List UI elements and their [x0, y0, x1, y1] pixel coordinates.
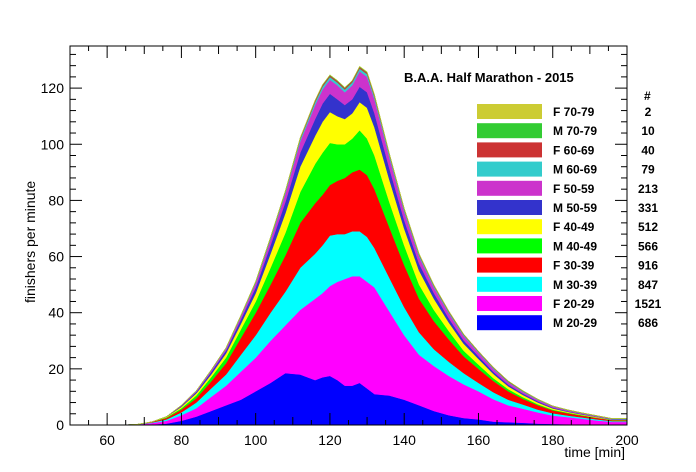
y-axis-label: finishers per minute — [22, 181, 38, 303]
legend-entry: F 40-49 512 — [477, 219, 658, 235]
legend-entry: M 50-59 331 — [477, 200, 658, 215]
x-tick-label: 200 — [615, 432, 639, 448]
y-tick-label: 60 — [48, 249, 64, 265]
legend-entry: F 20-29 1521 — [477, 296, 662, 311]
y-axis: 0 20 40 60 80 100 120 — [41, 53, 627, 433]
x-tick-label: 100 — [244, 432, 268, 448]
legend-entry: M 20-29 686 — [477, 315, 658, 331]
legend-count: 40 — [641, 143, 655, 157]
x-tick-label: 140 — [393, 432, 417, 448]
x-tick-label: 160 — [467, 432, 491, 448]
legend-label: M 20-29 — [553, 316, 597, 330]
x-axis-label: time [min] — [564, 444, 625, 460]
y-tick-label: 0 — [56, 417, 64, 433]
legend-swatch — [477, 276, 542, 292]
series-areas — [107, 65, 628, 426]
legend-entry: F 50-59 213 — [477, 180, 658, 196]
legend-count: 686 — [638, 316, 658, 330]
y-tick-label: 120 — [41, 80, 65, 96]
y-tick-label: 20 — [48, 361, 64, 377]
legend-swatch — [477, 238, 542, 254]
legend-swatch — [477, 123, 542, 139]
legend-count: 331 — [638, 201, 658, 215]
legend-swatch — [477, 257, 542, 273]
legend-swatch — [477, 142, 542, 158]
legend-entry: M 60-69 79 — [477, 161, 655, 177]
legend-label: M 70-79 — [553, 124, 597, 138]
legend-swatch — [477, 315, 542, 331]
chart-title: B.A.A. Half Marathon - 2015 — [404, 70, 574, 85]
legend-swatch — [477, 180, 542, 196]
legend-label: F 60-69 — [553, 143, 595, 157]
legend-label: F 50-59 — [553, 182, 595, 196]
legend-count: 10 — [641, 124, 655, 138]
x-tick-label: 180 — [541, 432, 565, 448]
legend-entry: F 70-79 2 — [477, 104, 652, 119]
legend-swatch — [477, 104, 542, 119]
legend-label: M 60-69 — [553, 163, 597, 177]
legend-label: M 40-49 — [553, 239, 597, 253]
x-tick-label: 80 — [174, 432, 190, 448]
legend-entry: M 40-49 566 — [477, 238, 658, 254]
legend-count: 847 — [638, 278, 658, 292]
legend-entry: F 60-69 40 — [477, 142, 655, 158]
x-tick-label: 60 — [99, 432, 115, 448]
legend-entry: M 70-79 10 — [477, 123, 655, 139]
legend-count: 2 — [645, 105, 652, 119]
legend-label: M 50-59 — [553, 201, 597, 215]
legend-entry: F 30-39 916 — [477, 257, 658, 273]
y-tick-label: 100 — [41, 136, 65, 152]
legend-entry: M 30-39 847 — [477, 276, 658, 292]
legend-label: F 70-79 — [553, 105, 595, 119]
legend-count: 213 — [638, 182, 658, 196]
y-tick-label: 40 — [48, 305, 64, 321]
y-tick-label: 80 — [48, 192, 64, 208]
legend-count: 566 — [638, 239, 658, 253]
legend-swatch — [477, 296, 542, 311]
legend-label: F 30-39 — [553, 259, 595, 273]
legend-label: F 20-29 — [553, 297, 595, 311]
x-axis: 60 80 100 120 140 160 180 200 — [69, 46, 639, 448]
legend-label: F 40-49 — [553, 220, 595, 234]
legend-swatch — [477, 219, 542, 235]
legend-count: 512 — [638, 220, 658, 234]
legend-label: M 30-39 — [553, 278, 597, 292]
legend-count: 1521 — [635, 297, 662, 311]
legend: F 70-79 2 M 70-79 10 F 60-69 40 M 60-69 79 F 50-… — [477, 104, 662, 331]
legend-count: 79 — [641, 163, 655, 177]
legend-swatch — [477, 161, 542, 177]
legend-swatch — [477, 200, 542, 215]
legend-count-header: # — [644, 89, 651, 103]
x-tick-label: 120 — [318, 432, 342, 448]
legend-count: 916 — [638, 259, 658, 273]
area-f-70-79 — [107, 65, 627, 426]
